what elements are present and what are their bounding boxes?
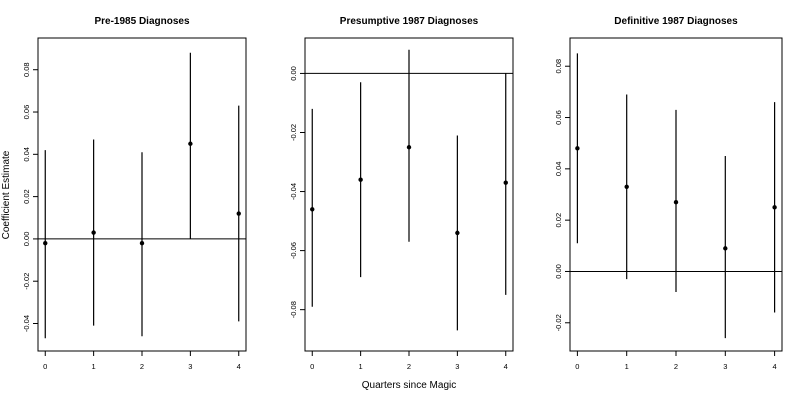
- y-tick-label: -0.08: [289, 301, 298, 318]
- point-estimate: [91, 230, 96, 235]
- x-tick-label: 0: [43, 362, 47, 371]
- x-tick-label: 3: [455, 362, 459, 371]
- y-tick-label: 0.00: [554, 264, 563, 279]
- y-tick-label: 0.06: [554, 110, 563, 125]
- y-tick-label: 0.02: [554, 213, 563, 228]
- y-tick-label: 0.02: [22, 189, 31, 204]
- point-estimate: [723, 246, 728, 251]
- point-estimate: [43, 240, 48, 246]
- x-tick-label: 2: [407, 362, 411, 371]
- y-tick-label: -0.04: [289, 183, 298, 200]
- point-estimate: [139, 240, 145, 246]
- x-tick-label: 2: [674, 362, 678, 371]
- y-tick-label: 0.06: [22, 105, 31, 120]
- point-estimate: [575, 146, 580, 151]
- y-tick-label: 0.08: [22, 62, 31, 77]
- y-tick-label: 0.00: [22, 232, 31, 247]
- y-tick-label: 0.00: [289, 66, 298, 81]
- panel-title: Pre-1985 Diagnoses: [94, 16, 189, 27]
- y-tick-label: -0.02: [289, 124, 298, 141]
- point-estimate: [624, 184, 629, 190]
- y-tick-label: 0.04: [22, 147, 31, 162]
- x-tick-label: 4: [504, 362, 508, 371]
- x-tick-label: 1: [359, 362, 363, 371]
- x-tick-label: 1: [92, 362, 96, 371]
- point-estimate: [455, 230, 460, 236]
- point-estimate: [188, 141, 193, 146]
- panel-3: Definitive 1987 Diagnoses 0 1 2 3 4 -0.02 0.00 0…: [554, 16, 783, 371]
- point-estimate: [358, 177, 363, 182]
- y-tick-label: -0.06: [289, 242, 298, 259]
- x-axis-label: Quarters since Magic: [362, 380, 456, 391]
- y-tick-label: -0.04: [22, 315, 31, 332]
- x-tick-label: 0: [310, 362, 314, 371]
- x-tick-label: 3: [723, 362, 727, 371]
- x-tick-label: 0: [575, 362, 579, 371]
- panel-2: Presumptive 1987 Diagnoses 0 1 2 3 4 -0.08 -0.0…: [289, 16, 514, 371]
- y-tick-label: -0.02: [554, 314, 563, 331]
- point-estimate: [673, 199, 679, 205]
- y-tick-label: 0.04: [554, 162, 563, 177]
- y-axis-label: Coefficient Estimate: [1, 150, 12, 239]
- y-tick-label: 0.08: [554, 59, 563, 74]
- x-tick-label: 4: [237, 362, 241, 371]
- point-estimate: [310, 207, 315, 212]
- panel-title: Definitive 1987 Diagnoses: [614, 16, 738, 27]
- x-tick-label: 2: [140, 362, 144, 371]
- x-tick-label: 3: [188, 362, 192, 371]
- x-tick-label: 1: [625, 362, 629, 371]
- point-estimate: [503, 180, 508, 185]
- point-estimate: [406, 145, 412, 150]
- point-estimate: [772, 205, 777, 210]
- panel-title: Presumptive 1987 Diagnoses: [340, 16, 479, 27]
- panel-1: Pre-1985 Diagnoses 0 1 2 3 4 -0.04 -0.02 0.00 0.0…: [22, 16, 247, 371]
- y-tick-label: -0.02: [22, 273, 31, 290]
- x-tick-label: 4: [773, 362, 777, 371]
- point-estimate: [236, 211, 241, 216]
